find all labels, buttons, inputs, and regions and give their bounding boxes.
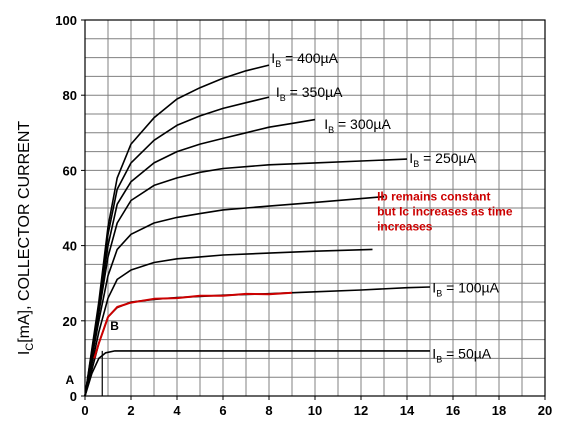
series-label-2: IB = 350µA <box>276 84 343 103</box>
x-tick-label: 16 <box>446 403 460 418</box>
x-tick-label: 14 <box>400 403 415 418</box>
series-curve-4 <box>84 158 408 397</box>
point-a-label: A <box>65 373 74 387</box>
note-line-1: Ib remains constant <box>377 189 490 203</box>
x-axis-ticks: 0 2 4 6 8 10 12 14 16 18 20 <box>81 396 552 418</box>
x-tick-label: 12 <box>354 403 368 418</box>
y-tick-label: 40 <box>63 239 77 254</box>
series-curve-8 <box>84 350 430 397</box>
series-labels: IB = 400µA IB = 350µA IB = 300µA IB = 250µA… <box>271 50 499 364</box>
series-curve-3 <box>84 118 316 397</box>
y-tick-label: 80 <box>63 88 77 103</box>
y-tick-label: 100 <box>55 13 77 28</box>
x-tick-label: 8 <box>265 403 272 418</box>
x-tick-label: 6 <box>219 403 226 418</box>
note-line-3: increases <box>377 219 433 233</box>
y-tick-label: 20 <box>63 314 77 329</box>
y-axis-label: IC[mA], COLLECTOR CURRENT <box>16 121 36 356</box>
series-label-3: IB = 300µA <box>324 116 391 135</box>
y-tick-label: 0 <box>70 389 77 404</box>
series-label-1: IB = 400µA <box>271 50 338 69</box>
series-label-8: IB = 50µA <box>432 345 492 364</box>
y-tick-label: 60 <box>63 163 77 178</box>
series-curve-5 <box>84 195 385 397</box>
x-tick-label: 0 <box>81 403 88 418</box>
grid <box>85 20 545 396</box>
note-line-2: but Ic increases as time <box>377 204 513 218</box>
highlight-layer <box>93 291 293 359</box>
series-curve-6 <box>84 248 373 397</box>
x-tick-label: 10 <box>308 403 322 418</box>
point-b-label: B <box>110 319 119 333</box>
highlight-curve <box>93 291 293 359</box>
x-tick-label: 2 <box>127 403 134 418</box>
y-axis-ticks: 0 20 40 60 80 100 <box>55 13 85 404</box>
series-label-7: IB = 100µA <box>432 280 499 299</box>
x-tick-label: 4 <box>173 403 181 418</box>
x-tick-label: 20 <box>538 403 552 418</box>
series-curve-2 <box>84 96 270 397</box>
series-label-4: IB = 250µA <box>409 150 476 169</box>
series-curve-7 <box>84 286 431 397</box>
x-tick-label: 18 <box>492 403 506 418</box>
